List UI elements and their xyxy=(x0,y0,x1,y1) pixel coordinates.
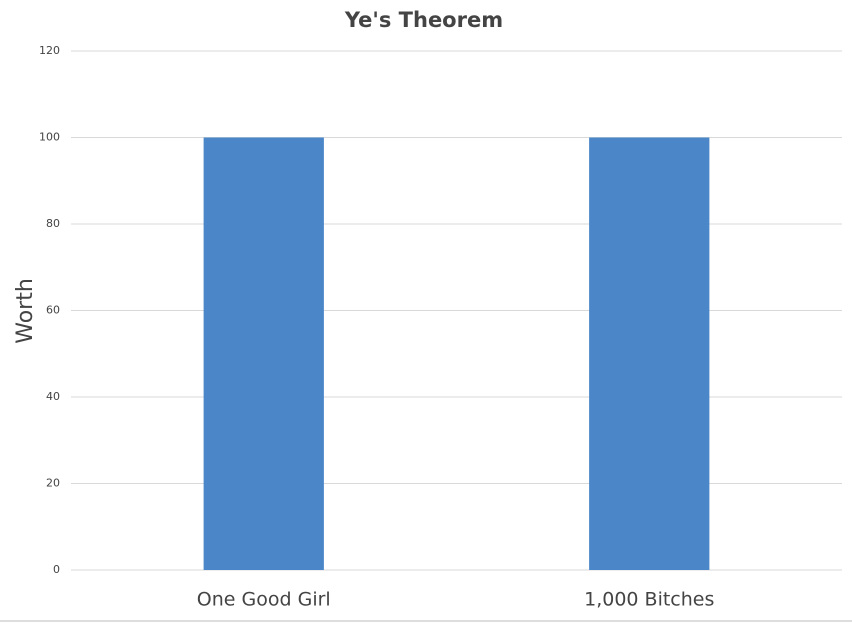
y-tick-label: 60 xyxy=(46,304,60,317)
chart-title: Ye's Theorem xyxy=(344,8,503,32)
y-tick-label: 120 xyxy=(39,44,60,57)
bar xyxy=(589,137,710,570)
bar xyxy=(203,137,324,570)
y-tick-label: 40 xyxy=(46,390,60,403)
y-tick-label: 100 xyxy=(39,131,60,144)
x-tick-label: One Good Girl xyxy=(197,589,331,611)
x-tick-label: 1,000 Bitches xyxy=(584,589,714,611)
y-axis-label: Worth xyxy=(13,278,38,344)
y-tick-label: 80 xyxy=(46,217,60,230)
y-tick-label: 20 xyxy=(46,477,60,490)
y-tick-label: 0 xyxy=(53,563,60,576)
